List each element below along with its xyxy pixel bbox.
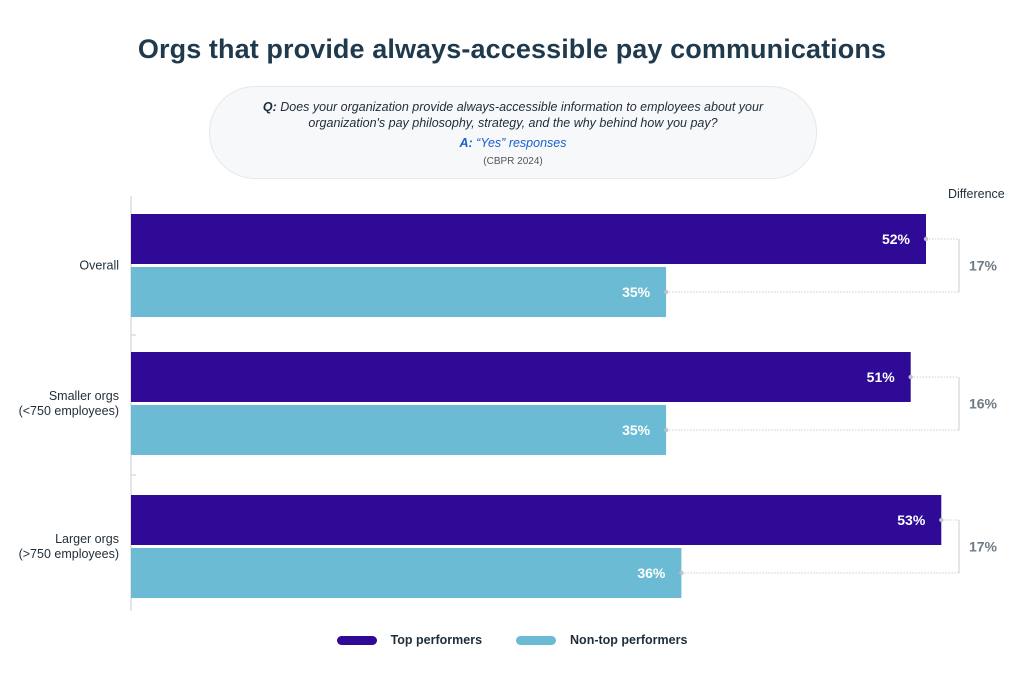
- value-label-top-0: 52%: [882, 231, 911, 247]
- category-label-0: Overall: [79, 259, 119, 273]
- legend-swatch-top: [336, 635, 377, 645]
- bar-top-1: [131, 352, 911, 402]
- source-note: (CBPR 2024): [483, 156, 543, 167]
- difference-value-1: 16%: [969, 396, 998, 412]
- category-label-2: Larger orgs (>750 employees): [19, 532, 119, 561]
- answer-text: “Yes” responses: [476, 136, 567, 150]
- category-label-line: Larger orgs: [55, 532, 119, 546]
- value-label-nontop-1: 35%: [622, 422, 651, 438]
- value-label-top-1: 51%: [867, 369, 896, 385]
- value-label-nontop-0: 35%: [622, 284, 651, 300]
- difference-value-0: 17%: [969, 258, 998, 274]
- question-box: Q: Does your organization provide always…: [209, 86, 817, 179]
- category-label-1: Smaller orgs (<750 employees): [19, 389, 119, 418]
- bar-nontop-2: [131, 548, 682, 598]
- bar-top-0: [131, 214, 926, 264]
- value-label-top-2: 53%: [897, 512, 926, 528]
- category-label-line: Smaller orgs: [49, 389, 119, 403]
- legend-label-nontop: Non-top performers: [570, 633, 688, 647]
- category-label-line: (<750 employees): [19, 404, 119, 418]
- legend-label-top: Top performers: [390, 633, 483, 647]
- legend-item-nontop: Non-top performers: [516, 633, 687, 647]
- bar-top-2: [131, 495, 942, 545]
- answer-line: A: “Yes” responses: [210, 136, 816, 150]
- value-label-nontop-2: 36%: [637, 565, 666, 581]
- difference-header: Difference: [948, 187, 1005, 201]
- question-text-1: Does your organization provide always-ac…: [280, 100, 764, 114]
- answer-label: A:: [459, 136, 473, 150]
- legend: Top performers Non-top performers: [0, 633, 1024, 647]
- legend-swatch-nontop: [516, 635, 557, 645]
- difference-value-2: 17%: [969, 539, 998, 555]
- question-line-1: Q: Does your organization provide always…: [210, 99, 816, 115]
- category-label-line: Overall: [79, 259, 119, 273]
- question-line-2: organization's pay philosophy, strategy,…: [308, 116, 718, 130]
- category-label-line: (>750 employees): [19, 547, 119, 561]
- bar-nontop-1: [131, 405, 667, 455]
- bar-nontop-0: [131, 267, 667, 317]
- legend-item-top: Top performers: [336, 633, 483, 647]
- chart-title: Orgs that provide always-accessible pay …: [137, 34, 887, 64]
- question-label: Q:: [262, 100, 277, 114]
